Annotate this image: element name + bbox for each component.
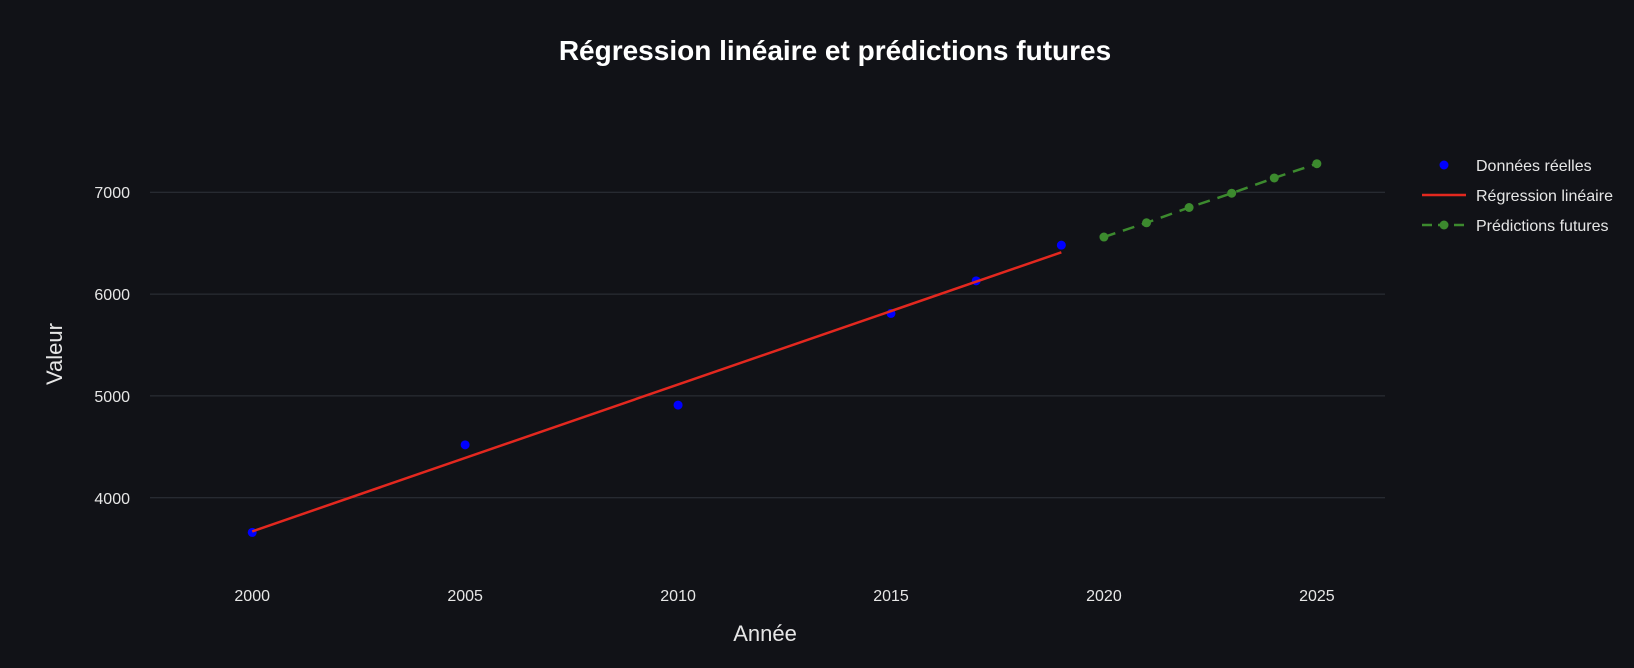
x-tick-label: 2005 xyxy=(447,588,483,605)
y-tick-label: 7000 xyxy=(94,185,130,202)
data-point[interactable] xyxy=(1312,159,1322,169)
x-axis-title: Année xyxy=(733,621,797,646)
axis-labels: 4000 5000 6000 7000 2000 2005 2010 2015 2020 2025 xyxy=(94,185,1334,605)
series-line xyxy=(251,251,1062,533)
data-point[interactable] xyxy=(673,400,683,410)
series-dashed-line-markers xyxy=(1099,159,1322,242)
data-point[interactable] xyxy=(1056,240,1066,250)
x-tick-label: 2020 xyxy=(1086,588,1122,605)
legend[interactable]: Données réelles Régression linéaire Prédic… xyxy=(1422,158,1613,235)
grid-lines xyxy=(150,191,1385,499)
legend-label: Prédictions futures xyxy=(1476,218,1609,235)
legend-item[interactable]: Prédictions futures xyxy=(1422,218,1609,235)
data-point[interactable] xyxy=(1099,232,1109,242)
legend-marker xyxy=(1439,220,1449,230)
y-tick-label: 4000 xyxy=(94,491,130,508)
legend-label: Données réelles xyxy=(1476,158,1592,175)
series-layer xyxy=(247,159,1322,537)
legend-item[interactable]: Régression linéaire xyxy=(1422,188,1613,205)
x-tick-label: 2015 xyxy=(873,588,909,605)
series-markers xyxy=(247,240,1066,537)
series-line xyxy=(251,251,1062,533)
data-point[interactable] xyxy=(1269,173,1279,183)
data-point[interactable] xyxy=(1142,218,1152,228)
data-point[interactable] xyxy=(1227,188,1237,198)
data-point[interactable] xyxy=(460,440,470,450)
legend-label: Régression linéaire xyxy=(1476,188,1613,205)
legend-marker xyxy=(1439,160,1449,170)
series-line xyxy=(1103,162,1318,239)
x-tick-label: 2010 xyxy=(660,588,696,605)
y-tick-label: 6000 xyxy=(94,287,130,304)
x-tick-label: 2000 xyxy=(234,588,270,605)
y-tick-label: 5000 xyxy=(94,389,130,406)
legend-item[interactable]: Données réelles xyxy=(1439,158,1592,175)
y-axis-title: Valeur xyxy=(42,323,67,385)
data-point[interactable] xyxy=(1184,203,1194,212)
x-tick-label: 2025 xyxy=(1299,588,1335,605)
chart-title: Régression linéaire et prédictions futur… xyxy=(559,35,1111,66)
